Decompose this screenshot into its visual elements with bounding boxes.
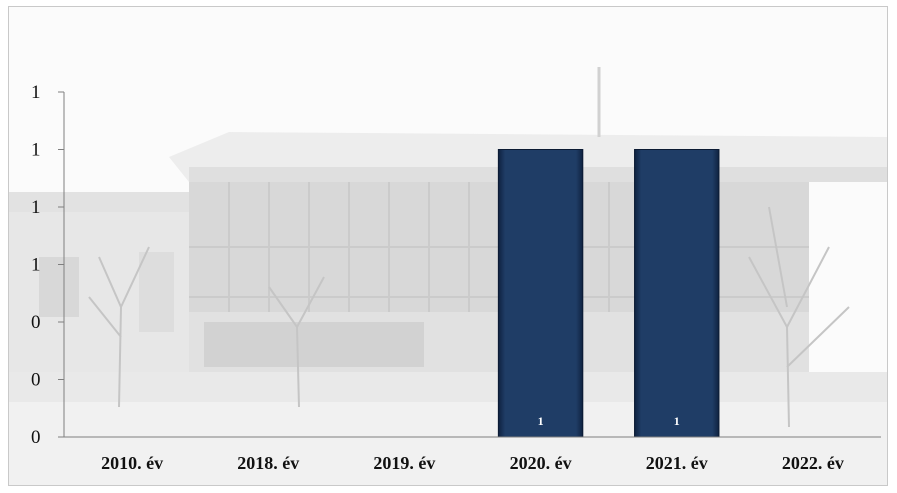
y-tick-label: 1 xyxy=(31,255,41,276)
bar xyxy=(497,149,584,438)
x-category-label: 2018. év xyxy=(237,453,299,473)
bar-data-label: 1 xyxy=(538,414,544,428)
x-category-label: 2021. év xyxy=(646,453,708,473)
y-tick-label: 1 xyxy=(31,140,41,161)
x-category-label: 2019. év xyxy=(373,453,435,473)
bar-data-label: 1 xyxy=(674,414,680,428)
bar xyxy=(634,149,720,438)
y-tick-label: 1 xyxy=(31,82,41,103)
y-tick-label: 1 xyxy=(31,197,41,218)
x-category-label: 2020. év xyxy=(510,453,572,473)
x-category-label: 2022. év xyxy=(782,453,844,473)
y-tick-label: 0 xyxy=(31,427,41,448)
y-tick-label: 0 xyxy=(31,312,41,333)
y-axis: 0 0 0 1 1 1 1 xyxy=(31,82,65,448)
x-category-label: 2010. év xyxy=(101,453,163,473)
y-tick-label: 0 xyxy=(31,370,41,391)
x-axis: 2010. év 2018. év 2019. év 2020. év 2021. év… xyxy=(64,436,881,473)
